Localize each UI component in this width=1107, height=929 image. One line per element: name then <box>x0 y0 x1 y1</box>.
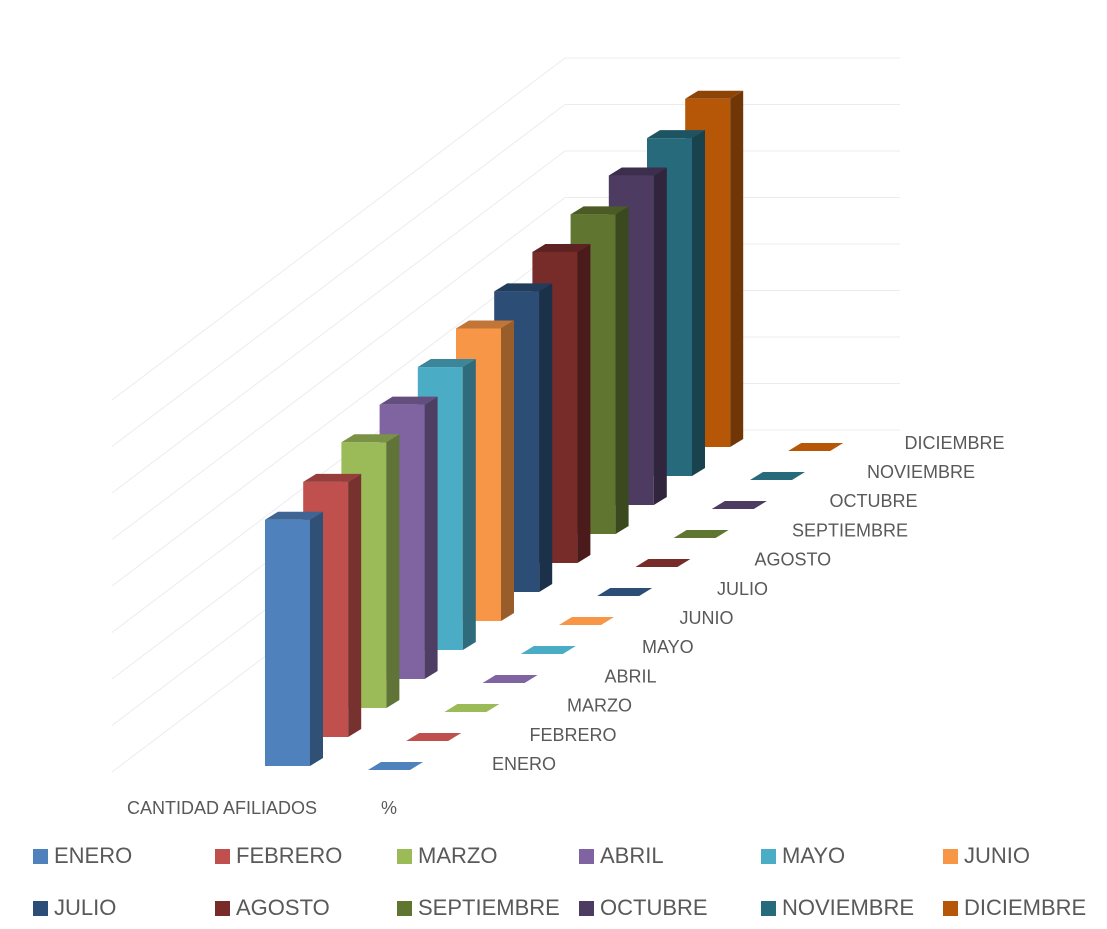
legend-label: ABRIL <box>600 843 664 868</box>
legend-label: NOVIEMBRE <box>782 895 914 920</box>
series-axis-label: ENERO <box>492 754 556 774</box>
bar-enero-cantidad <box>265 511 323 766</box>
bar-febrero-porcentaje <box>406 733 462 741</box>
series-axis-label: DICIEMBRE <box>905 433 1005 453</box>
legend-label: AGOSTO <box>236 895 330 920</box>
series-axis-label: JULIO <box>717 579 768 599</box>
bar-julio-porcentaje <box>597 588 653 596</box>
legend-label: SEPTIEMBRE <box>418 895 560 920</box>
series-axis-label: MARZO <box>567 696 632 716</box>
legend-swatch <box>215 901 230 916</box>
legend-item-junio: JUNIO <box>943 843 1030 868</box>
legend-label: OCTUBRE <box>600 895 708 920</box>
legend-swatch <box>943 901 958 916</box>
legend-item-mayo: MAYO <box>761 843 845 868</box>
bar-junio-porcentaje <box>559 617 614 625</box>
gridline <box>111 104 566 447</box>
series-axis-label: MAYO <box>642 637 694 657</box>
gridline <box>111 150 566 494</box>
legend-swatch <box>215 849 230 864</box>
bar-octubre-porcentaje <box>711 501 767 509</box>
legend-swatch <box>397 849 412 864</box>
bar-diciembre-porcentaje <box>788 443 844 451</box>
legend-swatch <box>33 849 48 864</box>
bar-mayo-porcentaje <box>520 646 576 654</box>
bar-agosto-porcentaje <box>635 559 691 567</box>
legend-swatch <box>761 901 776 916</box>
legend-item-noviembre: NOVIEMBRE <box>761 895 914 920</box>
legend-label: MAYO <box>782 843 845 868</box>
series-axis-label: AGOSTO <box>755 550 832 570</box>
legend-item-enero: ENERO <box>33 843 132 868</box>
series-axis-label: FEBRERO <box>530 725 617 745</box>
series-axis-label: SEPTIEMBRE <box>792 520 908 540</box>
category-labels: CANTIDAD AFILIADOS% <box>127 798 397 818</box>
legend-item-abril: ABRIL <box>579 843 664 868</box>
bar-marzo-porcentaje <box>444 704 500 712</box>
bar-abril-porcentaje <box>482 675 538 683</box>
legend-item-febrero: FEBRERO <box>215 843 342 868</box>
series-axis-label: ABRIL <box>605 666 657 686</box>
legend-item-agosto: AGOSTO <box>215 895 330 920</box>
series-axis-label: NOVIEMBRE <box>867 462 975 482</box>
legend-swatch <box>33 901 48 916</box>
legend-swatch <box>579 849 594 864</box>
legend-item-septiembre: SEPTIEMBRE <box>397 895 560 920</box>
legend-item-octubre: OCTUBRE <box>579 895 708 920</box>
legend-swatch <box>761 849 776 864</box>
series-axis-label: OCTUBRE <box>830 491 918 511</box>
bar-septiembre-porcentaje <box>673 530 729 538</box>
legend-label: DICIEMBRE <box>964 895 1086 920</box>
legend-swatch <box>397 901 412 916</box>
legend-item-diciembre: DICIEMBRE <box>943 895 1086 920</box>
legend-label: JULIO <box>54 895 116 920</box>
legend-item-marzo: MARZO <box>397 843 497 868</box>
legend-label: ENERO <box>54 843 132 868</box>
bar-noviembre-porcentaje <box>750 472 805 480</box>
gridline <box>111 243 566 587</box>
chart-marks <box>265 90 844 770</box>
category-label: CANTIDAD AFILIADOS <box>127 798 317 818</box>
gridline <box>111 197 566 540</box>
series-axis-label: JUNIO <box>680 608 734 628</box>
legend-label: MARZO <box>418 843 497 868</box>
legend-label: FEBRERO <box>236 843 342 868</box>
legend-label: JUNIO <box>964 843 1030 868</box>
legend-swatch <box>579 901 594 916</box>
category-label: % <box>381 798 397 818</box>
gridline <box>111 57 566 401</box>
legend: ENERO FEBRERO MARZO ABRIL MAYO JUNIO JULIO AGOS… <box>33 843 1086 920</box>
legend-item-julio: JULIO <box>33 895 116 920</box>
bar-enero-porcentaje <box>368 762 423 770</box>
legend-swatch <box>943 849 958 864</box>
series-depth-labels: ENERO FEBRERO MARZO ABRIL MAYO JUNIO JULIO AGOS… <box>492 433 1005 774</box>
